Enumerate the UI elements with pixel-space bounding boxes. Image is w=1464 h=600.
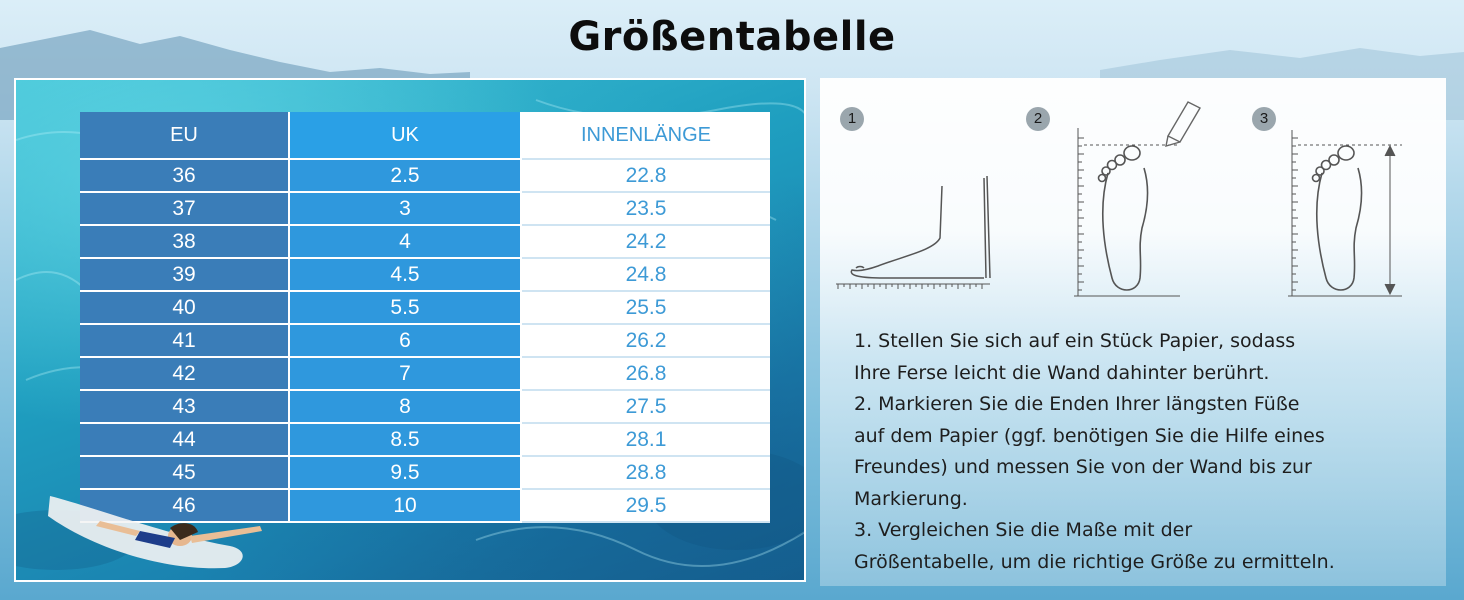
cell-eu: 45 [80,457,290,490]
page-title: Größentabelle [568,14,896,60]
instruction-line: 3. Vergleichen Sie die Maße mit der [854,519,1193,541]
instruction-line: Freundes) und messen Sie von der Wand bi… [854,456,1312,478]
instruction-line: Ihre Ferse leicht die Wand dahinter berü… [854,361,1270,384]
cell-inner-length: 23.5 [522,193,770,226]
cell-inner-length: 29.5 [522,490,770,523]
table-row: 38 4 24.2 [80,226,770,259]
cell-inner-length: 24.8 [522,259,770,292]
cell-uk: 6 [290,325,522,358]
cell-uk: 3 [290,193,522,226]
cell-eu: 38 [80,226,290,259]
table-row: 45 9.5 28.8 [80,457,770,490]
cell-uk: 7 [290,358,522,391]
header-inner-length: INNENLÄNGE [522,112,770,160]
cell-uk: 8 [290,391,522,424]
cell-inner-length: 25.5 [522,292,770,325]
cell-uk: 9.5 [290,457,522,490]
cell-eu: 36 [80,160,290,193]
instruction-line: auf dem Papier (ggf. benötigen Sie die H… [854,424,1325,447]
foot-side-view-icon [836,175,991,289]
cell-uk: 2.5 [290,160,522,193]
cell-eu: 39 [80,259,290,292]
table-row: 41 6 26.2 [80,325,770,358]
cell-inner-length: 26.2 [522,325,770,358]
measuring-instructions: 1. Stellen Sie sich auf ein Stück Papier… [854,326,1434,578]
table-row: 37 3 23.5 [80,193,770,226]
table-row: 39 4.5 24.8 [80,259,770,292]
cell-eu: 43 [80,391,290,424]
instruction-line: Größentabelle, um die richtige Größe zu … [854,550,1335,573]
header-eu: EU [80,112,290,160]
step-3-badge: 3 [1252,107,1276,131]
cell-eu: 37 [80,193,290,226]
instruction-line: 1. Stellen Sie sich auf ein Stück Papier… [854,330,1296,352]
cell-eu: 40 [80,292,290,325]
table-row: 43 8 27.5 [80,391,770,424]
instruction-line: 2. Markieren Sie die Enden Ihrer längste… [854,393,1300,415]
cell-uk: 8.5 [290,424,522,457]
foot-measurement-icon [1288,130,1402,297]
cell-inner-length: 22.8 [522,160,770,193]
step-2-badge: 2 [1026,107,1050,131]
cell-inner-length: 24.2 [522,226,770,259]
step-1-badge: 1 [840,107,864,131]
cell-eu: 41 [80,325,290,358]
size-table: EU UK INNENLÄNGE 36 2.5 22.8 37 3 23.5 38 4 24.2… [80,112,770,523]
table-row: 44 8.5 28.1 [80,424,770,457]
cell-inner-length: 26.8 [522,358,770,391]
foot-top-view-pencil-icon [1074,101,1201,297]
cell-uk: 5.5 [290,292,522,325]
cell-uk: 10 [290,490,522,523]
table-row: 42 7 26.8 [80,358,770,391]
cell-uk: 4.5 [290,259,522,292]
table-row: 40 5.5 25.5 [80,292,770,325]
surfer-image [48,496,262,569]
table-row: 36 2.5 22.8 [80,160,770,193]
table-header-row: EU UK INNENLÄNGE [80,112,770,160]
header-uk: UK [290,112,522,160]
cell-eu: 44 [80,424,290,457]
cell-inner-length: 28.1 [522,424,770,457]
size-chart-panel: EU UK INNENLÄNGE 36 2.5 22.8 37 3 23.5 38 4 24.2… [14,78,806,582]
cell-inner-length: 27.5 [522,391,770,424]
instruction-line: Markierung. [854,487,968,510]
measuring-guide-panel: 1 2 3 [820,78,1446,586]
cell-uk: 4 [290,226,522,259]
cell-inner-length: 28.8 [522,457,770,490]
cell-eu: 42 [80,358,290,391]
